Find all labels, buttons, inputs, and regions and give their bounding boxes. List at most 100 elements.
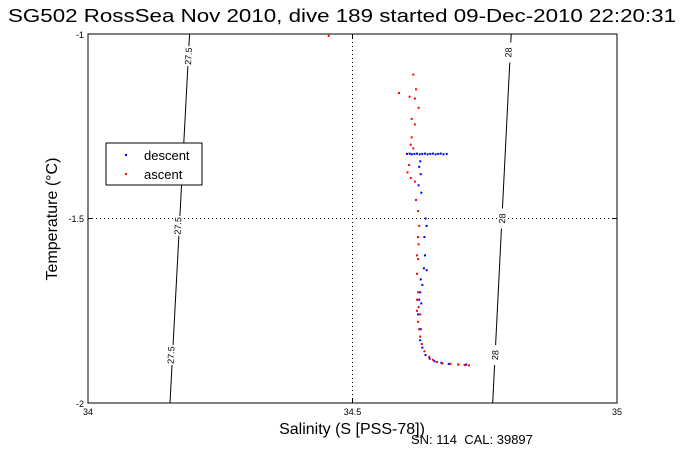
isopycnal-label-bg-0-2 <box>166 345 177 366</box>
point-ascent-1 <box>415 88 417 91</box>
y-tick-label-1: -1.5 <box>68 214 84 224</box>
point-descent-11 <box>434 153 437 156</box>
point-descent-23 <box>423 236 426 238</box>
point-descent-9 <box>429 152 432 155</box>
point-ascent-28 <box>418 328 421 331</box>
point-descent-36 <box>424 354 427 356</box>
point-ascent-22 <box>417 291 420 294</box>
point-ascent-5 <box>410 117 413 120</box>
point-ascent-25 <box>416 309 418 312</box>
y-tick-label-0: -1 <box>76 30 84 40</box>
point-ascent-26 <box>419 313 422 316</box>
point-ascent-9 <box>412 147 415 150</box>
point-ascent-37 <box>457 363 460 366</box>
point-descent-10 <box>431 152 434 155</box>
point-ascent-41 <box>327 34 330 37</box>
point-descent-25 <box>422 267 425 270</box>
legend-label-ascent: ascent <box>144 167 183 182</box>
point-descent-40 <box>447 362 450 365</box>
isopycnal-label-1-1: 28 <box>497 213 507 224</box>
x-tick-label-2: 35 <box>612 407 622 417</box>
point-descent-35 <box>421 346 424 349</box>
point-ascent-23 <box>416 298 418 301</box>
point-descent-16 <box>419 160 422 163</box>
legend-box <box>105 142 203 186</box>
point-descent-27 <box>419 278 422 281</box>
point-descent-30 <box>418 298 421 301</box>
isopycnal-label-bg-1-0 <box>503 42 514 63</box>
point-ascent-39 <box>467 364 470 367</box>
axis-ticks <box>87 33 618 404</box>
point-descent-4 <box>416 152 418 155</box>
point-ascent-32 <box>428 355 431 358</box>
point-ascent-21 <box>416 272 418 275</box>
point-descent-20 <box>420 191 423 194</box>
point-descent-37 <box>428 357 431 360</box>
isopycnal-label-1-0: 28 <box>503 47 513 58</box>
point-ascent-18 <box>417 243 420 246</box>
point-descent-34 <box>419 339 422 342</box>
isopycnal-label-1-2: 28 <box>490 350 500 361</box>
point-descent-32 <box>417 313 420 316</box>
point-ascent-33 <box>431 358 434 361</box>
point-descent-33 <box>419 328 422 331</box>
point-ascent-34 <box>436 361 439 363</box>
point-descent-1 <box>408 152 411 155</box>
x-tick-label-0: 34 <box>83 407 93 417</box>
isopycnal-label-bg-1-1 <box>497 208 508 229</box>
point-ascent-4 <box>417 106 420 109</box>
point-descent-24 <box>424 254 426 257</box>
data-points <box>327 34 470 367</box>
isopycnal-label-bg-0-0 <box>183 46 194 67</box>
legend-label-descent: descent <box>144 148 190 163</box>
point-descent-28 <box>421 283 424 286</box>
point-descent-8 <box>426 153 429 156</box>
point-descent-7 <box>424 152 426 155</box>
x-tick-label-1: 34.5 <box>344 407 362 417</box>
point-ascent-24 <box>417 306 420 309</box>
isopycnal-label-bg-1-2 <box>490 345 501 366</box>
point-ascent-38 <box>463 364 466 366</box>
point-descent-3 <box>413 152 416 155</box>
point-ascent-27 <box>417 320 420 323</box>
point-descent-29 <box>419 291 422 294</box>
point-ascent-7 <box>410 136 413 139</box>
point-descent-21 <box>424 217 427 220</box>
point-descent-14 <box>442 153 445 156</box>
point-descent-22 <box>425 224 428 227</box>
point-descent-19 <box>417 184 420 187</box>
isopycnal-label-0-0: 27.5 <box>183 47 194 65</box>
point-ascent-30 <box>420 343 423 345</box>
point-ascent-35 <box>441 362 444 365</box>
point-ascent-13 <box>413 180 416 183</box>
isopycnal-label-bg-0-1 <box>172 215 183 236</box>
legend-marker-ascent <box>125 173 127 175</box>
point-ascent-14 <box>415 199 417 201</box>
point-descent-15 <box>445 152 448 155</box>
point-ascent-19 <box>416 254 418 257</box>
point-ascent-2 <box>408 95 411 98</box>
isopycnal-label-0-1: 27.5 <box>172 217 183 235</box>
point-descent-38 <box>433 360 436 363</box>
point-ascent-15 <box>417 210 420 213</box>
point-descent-13 <box>439 152 442 155</box>
point-ascent-31 <box>423 350 426 353</box>
point-descent-6 <box>421 152 424 155</box>
point-ascent-11 <box>406 171 409 174</box>
point-ascent-6 <box>413 123 416 126</box>
chart-title: SG502 RossSea Nov 2010, dive 189 started… <box>8 6 676 26</box>
point-descent-17 <box>418 165 421 168</box>
point-ascent-17 <box>417 236 420 238</box>
y-axis-label: Temperature (°C) <box>44 158 61 281</box>
point-descent-26 <box>425 269 428 272</box>
serial-calibration-footer: SN: 114 CAL: 39897 <box>411 432 533 447</box>
point-ascent-10 <box>408 164 411 166</box>
legend-marker-descent <box>125 154 127 156</box>
point-descent-5 <box>418 153 421 156</box>
point-descent-42 <box>465 363 468 366</box>
point-ascent-36 <box>449 362 452 365</box>
point-ascent-0 <box>412 73 415 76</box>
point-ascent-3 <box>413 97 416 100</box>
point-ascent-16 <box>418 224 421 227</box>
